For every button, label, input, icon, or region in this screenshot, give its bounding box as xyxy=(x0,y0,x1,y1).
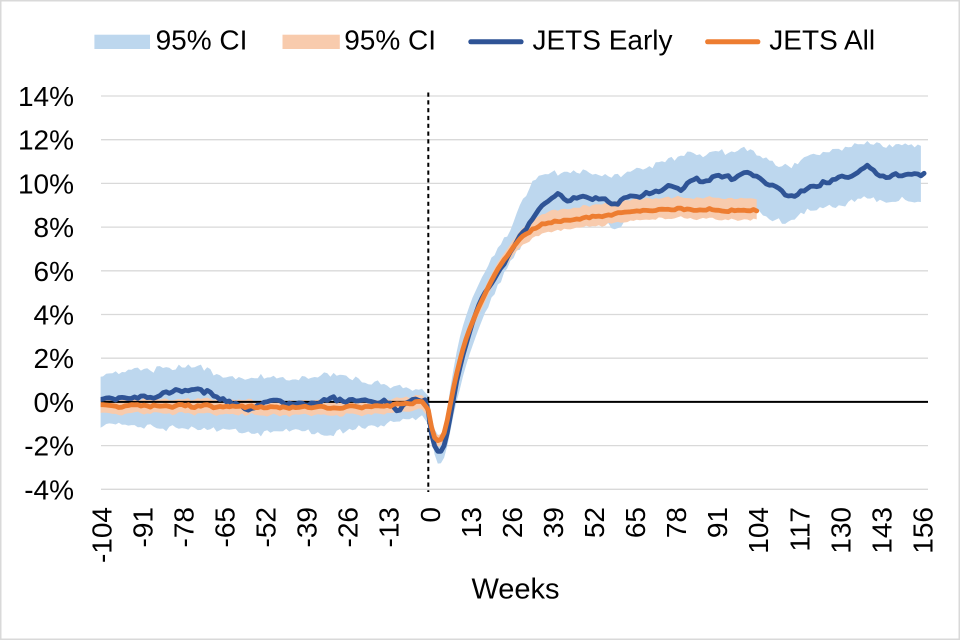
svg-text:-13: -13 xyxy=(374,507,405,547)
svg-text:95% CI: 95% CI xyxy=(344,25,436,56)
svg-text:10%: 10% xyxy=(18,168,74,199)
svg-text:0: 0 xyxy=(415,507,446,523)
svg-text:65: 65 xyxy=(620,507,651,538)
svg-text:95% CI: 95% CI xyxy=(156,25,248,56)
svg-text:13: 13 xyxy=(456,507,487,538)
svg-text:4%: 4% xyxy=(34,300,74,331)
svg-text:104: 104 xyxy=(743,507,774,554)
svg-text:91: 91 xyxy=(702,507,733,538)
svg-text:-52: -52 xyxy=(251,507,282,547)
svg-text:6%: 6% xyxy=(34,256,74,287)
svg-text:2%: 2% xyxy=(34,343,74,374)
svg-text:8%: 8% xyxy=(34,212,74,243)
svg-text:52: 52 xyxy=(579,507,610,538)
svg-text:14%: 14% xyxy=(18,81,74,112)
svg-text:156: 156 xyxy=(907,507,938,554)
svg-text:130: 130 xyxy=(825,507,856,554)
svg-text:143: 143 xyxy=(866,507,897,554)
svg-text:JETS All: JETS All xyxy=(769,25,875,56)
svg-text:-39: -39 xyxy=(292,507,323,547)
svg-text:-78: -78 xyxy=(169,507,200,547)
svg-text:-2%: -2% xyxy=(24,431,74,462)
svg-text:78: 78 xyxy=(661,507,692,538)
svg-text:-91: -91 xyxy=(127,507,158,547)
svg-text:JETS Early: JETS Early xyxy=(533,25,673,56)
svg-text:0%: 0% xyxy=(34,387,74,418)
svg-text:12%: 12% xyxy=(18,125,74,156)
svg-text:39: 39 xyxy=(538,507,569,538)
svg-text:Weeks: Weeks xyxy=(471,574,559,606)
svg-text:-4%: -4% xyxy=(24,474,74,505)
svg-text:26: 26 xyxy=(497,507,528,538)
svg-text:-104: -104 xyxy=(86,507,117,563)
svg-text:-65: -65 xyxy=(210,507,241,547)
svg-text:117: 117 xyxy=(784,507,815,552)
svg-text:-26: -26 xyxy=(333,507,364,547)
